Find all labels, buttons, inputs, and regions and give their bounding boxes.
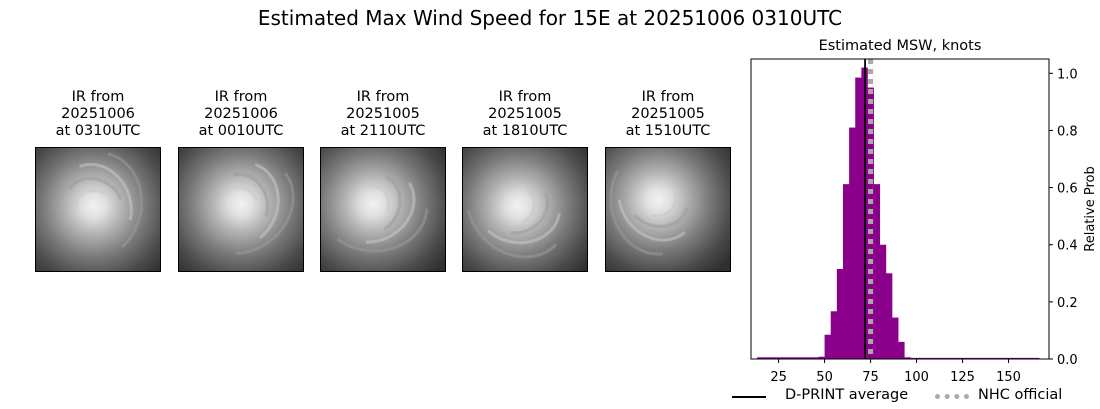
histogram-bar [824,334,832,359]
histogram-bar [892,317,899,359]
histogram-bar [836,269,844,359]
nhc-line-swatch [935,394,969,399]
y-tick-label: 0.4 [1057,239,1078,254]
ir-panel-title: IR from 20251006 at 0310UTC [28,89,168,140]
histogram-bar [910,357,917,359]
histogram-bar [984,357,991,359]
chart-title: Estimated MSW, knots [819,38,982,54]
ir-satellite-image [605,147,731,272]
histogram-bar [885,273,893,359]
histogram-bar [842,184,850,359]
histogram-bar [990,357,997,359]
plot-frame [750,58,1050,360]
ir-panel-title-line: at 2110UTC [340,123,426,139]
histogram-bar [916,357,923,359]
histogram-bar [812,357,819,359]
ir-panel-title: IR from 20251005 at 1810UTC [455,89,595,140]
x-tick-label: 50 [816,370,833,385]
y-axis: 0.0 0.2 0.4 0.6 0.8 1.0 [1049,67,1078,368]
ir-panel-title-line: IR from [214,89,268,105]
ir-panel-title-line: at 1810UTC [482,123,568,139]
histogram-bar [934,357,942,359]
ir-panel-title-line: 20251005 [346,106,420,122]
histogram-bar [855,77,862,359]
histogram-bar [879,244,887,359]
histogram-bar [806,357,813,359]
histogram-bar [873,184,881,359]
ir-panel: IR from 20251005 at 1510UTC [598,89,738,272]
histogram-bar [763,357,770,359]
y-tick-label: 0.0 [1057,353,1078,368]
ir-panel: IR from 20251006 at 0310UTC [28,89,168,272]
x-axis: 25 50 75 100 125 150 [770,359,1021,385]
ir-panel-title-line: IR from [498,89,552,105]
histogram-bar [775,357,782,359]
ir-satellite-image [320,147,446,272]
histogram-bar [757,357,764,359]
histogram-bar [959,357,966,359]
histogram-bar [1026,357,1034,359]
histogram-bar [781,357,789,359]
ir-satellite-image [35,147,161,272]
histogram-bar [800,357,807,359]
histogram-bar [1020,357,1028,359]
ir-panel: IR from 20251005 at 2110UTC [313,89,453,272]
ir-satellite-image [178,147,304,272]
histogram-bar [922,357,930,359]
histogram-bar [1014,357,1022,359]
ir-panel-title-line: 20251006 [61,106,135,122]
histogram-bar [947,357,954,359]
histogram-bar [1033,357,1040,359]
ir-panel-title-line: 20251005 [488,106,562,122]
legend-label-dprint: D-PRINT average [785,387,909,403]
y-tick-label: 0.6 [1057,182,1078,197]
histogram-bar [928,357,936,359]
y-tick-label: 1.0 [1057,67,1078,82]
legend-label-nhc: NHC official [978,387,1063,403]
histogram-bar [996,357,1003,359]
ir-panel-title-line: 20251005 [631,106,705,122]
histogram-bar [971,357,979,359]
histogram-bar [904,357,911,359]
dprint-line-swatch [732,396,766,398]
histogram-bar [977,357,985,359]
ir-panel-title-line: 20251006 [204,106,278,122]
ir-satellite-image [462,147,588,272]
ir-panel-title-line: IR from [356,89,410,105]
ir-panel-title-line: at 1510UTC [625,123,711,139]
ir-panel-title-line: at 0010UTC [198,123,284,139]
ir-panel-title: IR from 20251005 at 1510UTC [598,89,738,140]
ir-panel-title: IR from 20251005 at 2110UTC [313,89,453,140]
figure-title: Estimated Max Wind Speed for 15E at 2025… [257,6,843,30]
histogram-bars [757,67,1040,359]
ir-panel-title: IR from 20251006 at 0010UTC [171,89,311,140]
histogram-bar [787,357,795,359]
x-tick-label: 125 [950,370,975,385]
y-axis-label: Relative Prob [1083,166,1098,251]
histogram-bar [793,357,801,359]
histogram-bar [830,311,838,359]
ir-panel-title-line: at 0310UTC [55,123,141,139]
ir-panel-title-line: IR from [71,89,125,105]
histogram-bar [953,357,960,359]
histogram-bar [818,356,825,359]
y-tick-label: 0.8 [1057,124,1078,139]
histogram-bar [941,357,948,359]
histogram-bar [898,341,905,359]
x-tick-label: 25 [770,370,787,385]
y-tick-label: 0.2 [1057,296,1078,311]
histogram-bar [1002,357,1009,359]
reference-lines [864,59,874,359]
ir-panel-title-line: IR from [641,89,695,105]
ir-panel: IR from 20251006 at 0010UTC [171,89,311,272]
x-tick-label: 100 [904,370,929,385]
histogram-bar [965,357,973,359]
x-tick-label: 75 [862,370,879,385]
histogram-bar [849,127,856,359]
ir-panel: IR from 20251005 at 1810UTC [455,89,595,272]
histogram-bar [769,357,776,359]
histogram-bar [1008,357,1015,359]
x-tick-label: 150 [996,370,1021,385]
